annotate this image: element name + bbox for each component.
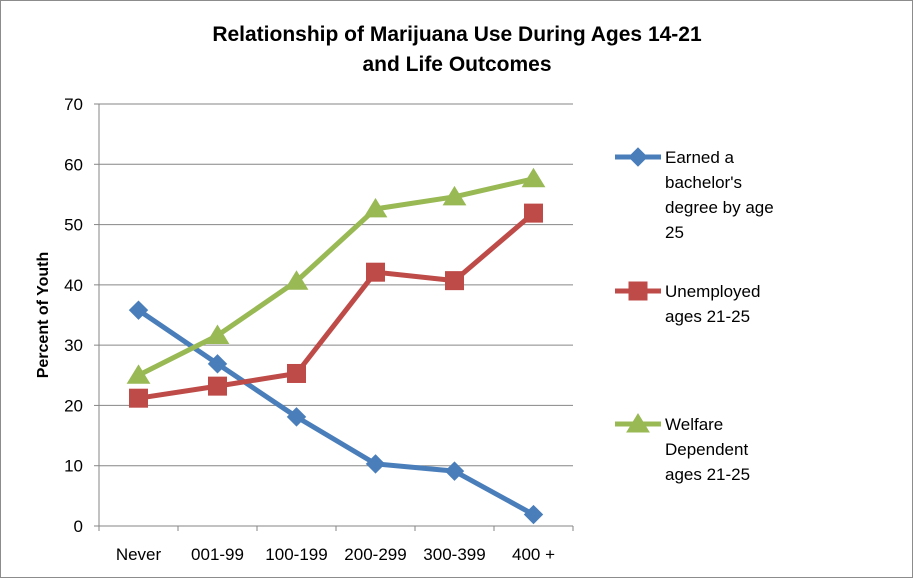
data-point-square [287,363,306,383]
series-line-unemployed-ages-21-25 [136,210,536,401]
y-tick-label: 10 [64,457,83,476]
y-tick-label: 20 [64,396,83,415]
data-point-diamond [523,504,544,525]
chart-title-line-1: Relationship of Marijuana Use During Age… [212,23,702,46]
data-point-triangle [521,167,546,188]
legend-label: degree by age [665,198,774,217]
y-tick-label: 50 [64,216,83,235]
series-earned-a-bachelor-s-degree-by-age-25 [128,300,544,525]
y-tick-labels: 0 10 20 30 40 50 60 70 [64,95,83,536]
y-tick-label: 0 [74,517,83,536]
x-tick-label-100-199: 100-199 [265,545,327,564]
legend-label: Dependent [665,440,748,459]
x-tick-label-never: Never [116,545,162,564]
legend-label: bachelor's [665,173,742,192]
y-tick-label: 70 [64,95,83,114]
gridlines [99,103,573,467]
legend-entry-unemployed-ages-21-25: Unemployed ages 21-25 [615,281,760,326]
legend: Earned a bachelor's degree by age 25 Unemplo… [615,147,774,484]
y-tick-label: 40 [64,276,83,295]
legend-swatch-marker [628,281,648,301]
legend-label: Earned a [665,148,735,167]
legend-swatch-marker [628,147,648,167]
legend-label: ages 21-25 [665,307,750,326]
data-point-triangle [205,324,230,344]
data-point-triangle [363,197,388,218]
axes [94,103,574,531]
legend-label: Welfare [665,415,723,434]
x-tick-label-300-399: 300-399 [423,545,485,564]
data-point-diamond [365,454,386,474]
series-line-earned-a-bachelor-s-degree-by-age-25 [136,307,536,518]
data-point-triangle [442,185,467,206]
chart-title: Relationship of Marijuana Use During Age… [212,23,702,76]
legend-entry-earned-a-bachelor-s-degree-by-age-25: Earned a bachelor's degree by age 25 [615,147,774,242]
y-tick-label: 60 [64,155,83,174]
legend-entry-welfare-dependent-ages-21-25: Welfare Dependent ages 21-25 [615,413,750,484]
legend-label: 25 [665,223,684,242]
legend-label: ages 21-25 [665,465,750,484]
x-tick-label-001-99: 001-99 [191,545,244,564]
series-unemployed-ages-21-25 [129,203,543,408]
data-point-triangle [284,270,309,290]
series [126,167,546,525]
data-point-diamond [207,354,228,374]
y-tick-label: 30 [64,336,83,355]
y-axis-label: Percent of Youth [35,252,52,379]
x-tick-label-400: 400 + [512,545,555,564]
data-point-triangle [126,364,151,384]
data-point-square [524,203,543,223]
series-line-welfare-dependent-ages-21-25 [136,176,536,378]
data-point-diamond [128,300,149,320]
data-point-square [129,388,148,408]
data-point-diamond [286,407,307,427]
data-point-square [366,262,385,282]
x-tick-label-200-299: 200-299 [344,545,406,564]
chart-title-line-2: and Life Outcomes [362,53,551,76]
legend-label: Unemployed [665,282,760,301]
legend-swatch-marker [626,413,650,433]
data-point-square [208,376,227,396]
series-welfare-dependent-ages-21-25 [126,167,546,384]
x-tick-labels: Never 001-99 100-199 200-299 300-399 400 + [116,545,555,564]
data-point-square [445,271,464,291]
data-point-diamond [444,461,465,481]
